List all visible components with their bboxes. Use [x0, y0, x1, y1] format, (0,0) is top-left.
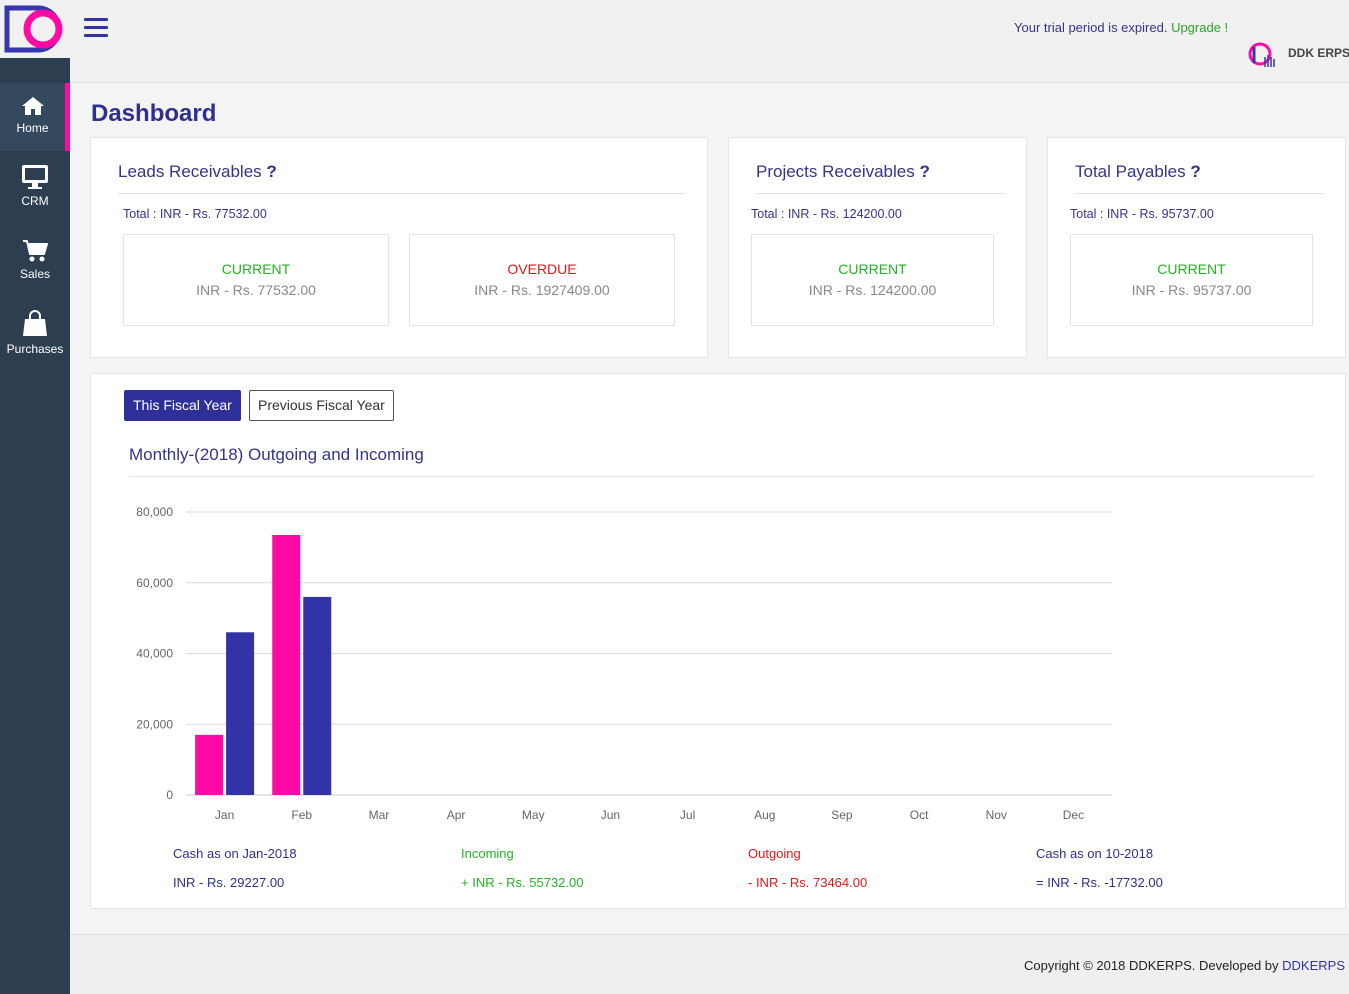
page-title: Dashboard	[91, 100, 217, 127]
y-tick-label: 20,000	[136, 717, 173, 731]
overdue-box[interactable]: OVERDUE INR - Rs. 1927409.00	[409, 234, 675, 326]
chart-bar	[303, 596, 332, 795]
tab-this-fiscal-year[interactable]: This Fiscal Year	[124, 390, 241, 421]
cash-start-value: INR - Rs. 29227.00	[173, 875, 285, 890]
x-tick-label: Jun	[601, 808, 620, 822]
overdue-label: OVERDUE	[507, 261, 577, 277]
divider	[1075, 193, 1324, 194]
home-icon	[21, 97, 44, 115]
current-label: CURRENT	[1157, 261, 1226, 277]
leads-receivables-card: Leads Receivables ? Total : INR - Rs. 77…	[90, 137, 708, 358]
help-icon[interactable]: ?	[266, 162, 277, 181]
chart-panel: This Fiscal Year Previous Fiscal Year Mo…	[90, 373, 1346, 909]
outgoing-label: Outgoing	[748, 846, 801, 861]
total-payables-card: Total Payables ? Total : INR - Rs. 95737…	[1047, 137, 1346, 358]
trial-notice: Your trial period is expired. Upgrade !	[1014, 20, 1228, 35]
user-name[interactable]: DDK ERPS	[1288, 46, 1349, 60]
user-avatar[interactable]	[1248, 39, 1278, 69]
x-tick-label: Mar	[369, 808, 390, 822]
sidebar-item-label: Home	[16, 121, 49, 135]
current-box[interactable]: CURRENT INR - Rs. 124200.00	[751, 234, 994, 326]
card-title: Projects Receivables ?	[756, 162, 930, 182]
y-tick-label: 60,000	[136, 576, 173, 590]
x-tick-label: Aug	[754, 808, 775, 822]
copyright-text: Copyright © 2018 DDKERPS. Developed by	[1023, 958, 1279, 973]
card-title-text: Total Payables	[1075, 162, 1186, 181]
trial-text: Your trial period is expired.	[1014, 20, 1168, 35]
developer-link[interactable]: DDKERPS	[1282, 958, 1345, 973]
cash-end-value: = INR - Rs. -17732.00	[1036, 875, 1163, 890]
sidebar-item-sales[interactable]: Sales	[0, 229, 70, 297]
card-title-text: Leads Receivables	[118, 162, 262, 181]
incoming-value: + INR - Rs. 55732.00	[461, 875, 584, 890]
cart-icon	[23, 240, 48, 262]
copyright: Copyright © 2018 DDKERPS. Developed by D…	[1024, 958, 1345, 973]
card-title-text: Projects Receivables	[756, 162, 915, 181]
upgrade-link[interactable]: Upgrade !	[1171, 20, 1229, 35]
sidebar-item-label: Sales	[19, 267, 51, 281]
x-tick-label: Apr	[447, 808, 466, 822]
x-tick-label: Sep	[831, 808, 853, 822]
overdue-value: INR - Rs. 1927409.00	[474, 282, 610, 298]
y-tick-label: 40,000	[136, 647, 173, 661]
cash-start-label: Cash as on Jan-2018	[173, 846, 297, 861]
y-tick-label: 80,000	[136, 505, 173, 519]
sidebar-item-label: CRM	[21, 194, 49, 208]
footer: Copyright © 2018 DDKERPS. Developed by D…	[70, 934, 1349, 994]
help-icon[interactable]: ?	[919, 162, 930, 181]
bar-chart: 0 20,000 40,000 60,000 80,000 Jan Feb Mar Apr May…	[136, 505, 1112, 822]
cash-end-label: Cash as on 10-2018	[1036, 846, 1154, 861]
monitor-icon	[22, 165, 48, 189]
chart-title: Monthly-(2018) Outgoing and Incoming	[129, 445, 424, 464]
sidebar: Home CRM Sales	[0, 58, 70, 994]
x-tick-label: Jul	[680, 808, 695, 822]
current-box[interactable]: CURRENT INR - Rs. 77532.00	[123, 234, 389, 326]
current-box[interactable]: CURRENT INR - Rs. 95737.00	[1070, 234, 1313, 326]
divider	[756, 193, 1005, 194]
top-bar: Your trial period is expired. Upgrade ! …	[0, 0, 1349, 83]
card-title: Leads Receivables ?	[118, 162, 277, 182]
chart-bar	[195, 734, 224, 795]
x-tick-label: Jan	[215, 808, 234, 822]
projects-receivables-card: Projects Receivables ? Total : INR - Rs.…	[728, 137, 1027, 358]
divider	[118, 193, 686, 194]
sidebar-item-label: Purchases	[6, 342, 64, 356]
current-value: INR - Rs. 77532.00	[196, 282, 316, 298]
current-value: INR - Rs. 124200.00	[808, 282, 937, 298]
current-label: CURRENT	[838, 261, 907, 277]
outgoing-value: - INR - Rs. 73464.00	[748, 875, 868, 890]
sidebar-item-crm[interactable]: CRM	[0, 156, 70, 224]
x-tick-label: Nov	[986, 808, 1007, 822]
current-value: INR - Rs. 95737.00	[1131, 282, 1252, 298]
sidebar-item-purchases[interactable]: Purchases	[0, 302, 70, 370]
sidebar-item-home[interactable]: Home	[0, 83, 70, 151]
divider	[129, 476, 1314, 477]
menu-toggle-icon[interactable]	[84, 18, 108, 38]
chart-bar	[226, 632, 255, 795]
tab-previous-fiscal-year[interactable]: Previous Fiscal Year	[249, 390, 394, 421]
x-tick-label: Feb	[291, 808, 312, 822]
card-total: Total : INR - Rs. 77532.00	[123, 207, 267, 221]
x-tick-label: Oct	[910, 808, 929, 822]
x-tick-label: May	[522, 808, 545, 822]
current-label: CURRENT	[221, 261, 291, 277]
app-logo[interactable]	[0, 0, 70, 58]
card-total: Total : INR - Rs. 124200.00	[751, 207, 902, 221]
card-title: Total Payables ?	[1075, 162, 1201, 182]
chart-bar	[272, 534, 301, 795]
x-tick-label: Dec	[1063, 808, 1084, 822]
incoming-label: Incoming	[461, 846, 514, 861]
card-total: Total : INR - Rs. 95737.00	[1070, 207, 1214, 221]
y-tick-label: 0	[166, 788, 173, 802]
help-icon[interactable]: ?	[1190, 162, 1201, 181]
shopping-bag-icon	[23, 310, 47, 336]
